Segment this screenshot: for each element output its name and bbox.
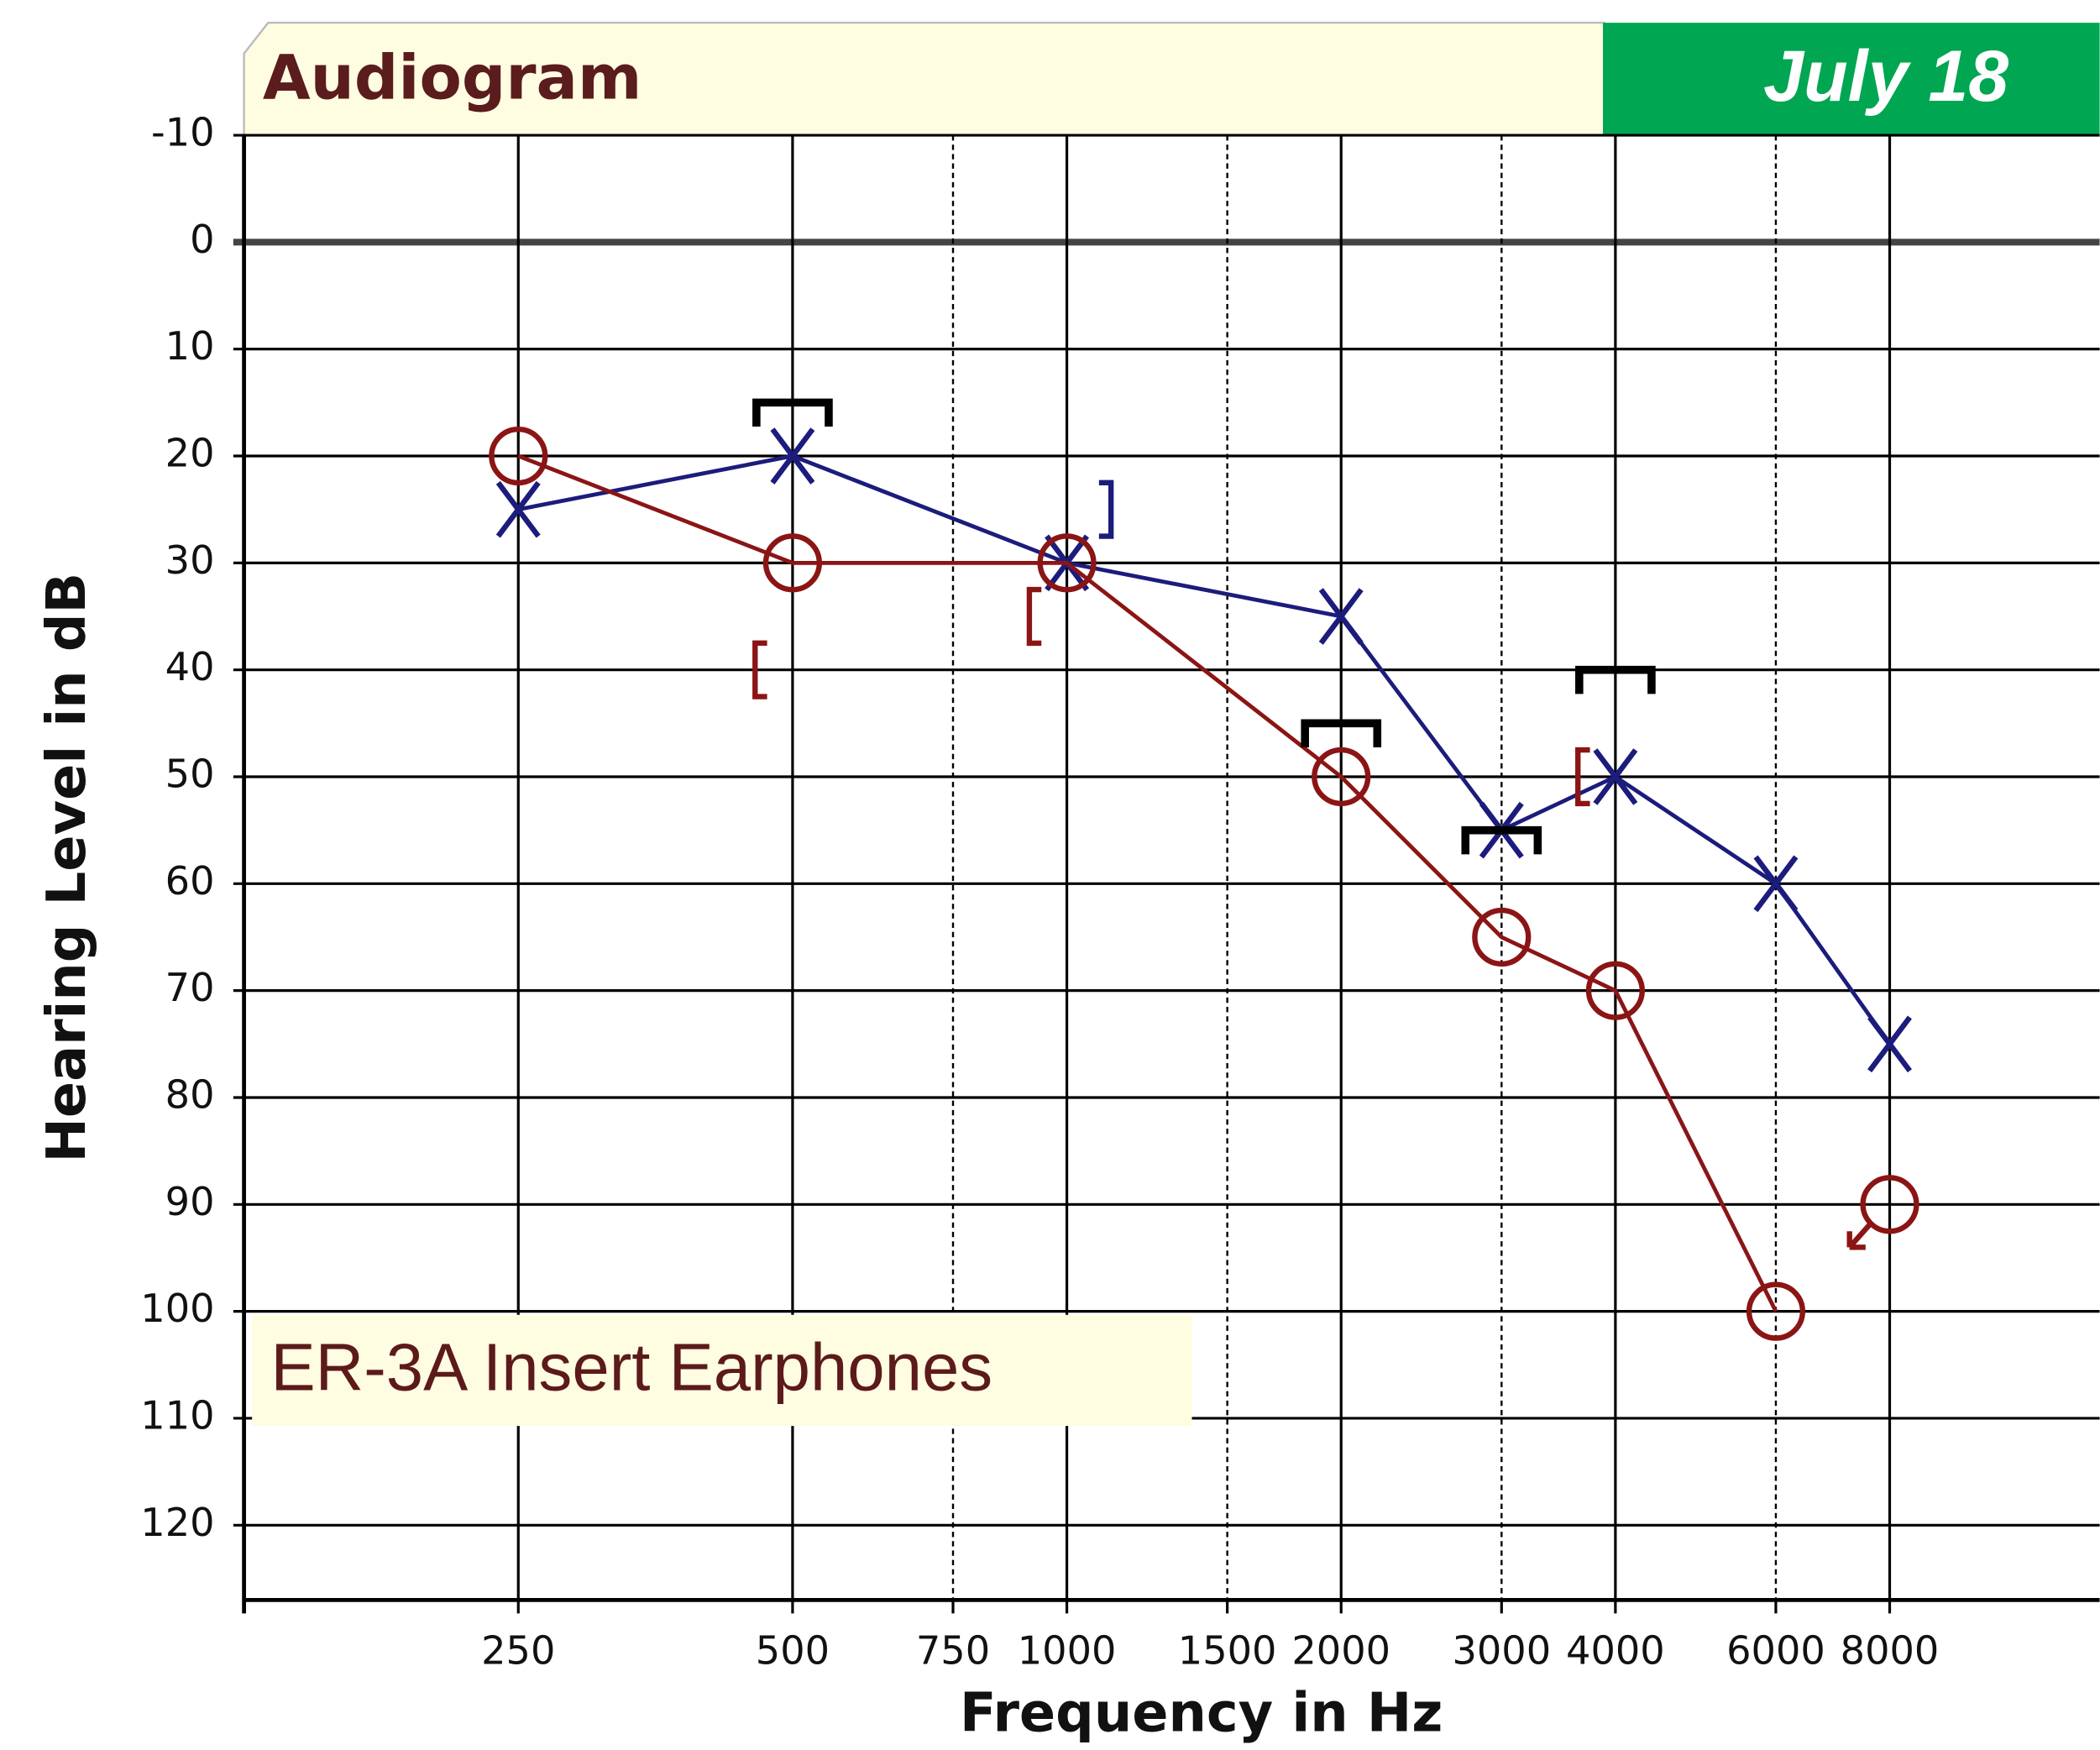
data-point <box>1867 1015 1912 1073</box>
marks <box>489 398 1919 1341</box>
x-symbol <box>1753 855 1799 913</box>
data-point <box>1575 747 1590 807</box>
x-symbol <box>1318 588 1364 645</box>
y-tick-label: 110 <box>140 1392 214 1438</box>
x-symbol <box>1593 748 1638 805</box>
bracket-symbol <box>1026 586 1042 647</box>
bracket-symbol <box>1575 747 1590 807</box>
data-point <box>1575 665 1656 694</box>
x-tick-label: 250 <box>481 1628 555 1674</box>
masked-symbol <box>1461 825 1542 855</box>
data-point <box>770 427 815 485</box>
y-tick-label: 0 <box>190 217 214 262</box>
masked-symbol <box>752 398 833 427</box>
y-tick-label: 60 <box>165 858 215 904</box>
o-symbol <box>1312 747 1371 807</box>
series-line <box>517 453 1892 1045</box>
date-label: July 18 <box>1763 36 2008 117</box>
y-tick-label: 50 <box>165 752 215 797</box>
annotation: ER-3A Insert Earphones <box>271 1329 993 1404</box>
data-point <box>1593 748 1638 805</box>
data-point <box>1753 855 1799 913</box>
y-tick-label: -10 <box>151 110 215 155</box>
data-point <box>1312 747 1371 807</box>
data-point <box>1037 533 1097 593</box>
annotation-box <box>252 1314 1192 1427</box>
data-point <box>1461 825 1542 855</box>
data-point <box>762 533 822 593</box>
bracket-symbol <box>1098 479 1114 539</box>
x-tick-label: 500 <box>756 1628 830 1674</box>
bracket-symbol <box>752 640 767 699</box>
data-point <box>1026 586 1042 647</box>
x-tick-label: 8000 <box>1841 1628 1940 1674</box>
grid: -10 0 10 20 30 40 50 60 70 80 90 100 110 120 250 500 100… <box>140 110 2100 1674</box>
o-symbol <box>1037 533 1097 593</box>
x-tick-label: 1500 <box>1178 1628 1277 1674</box>
y-tick-label: 40 <box>165 644 215 689</box>
masked-symbol <box>1301 719 1382 748</box>
o-symbol <box>1860 1175 1919 1234</box>
data-point <box>495 480 541 538</box>
data-point <box>489 426 548 486</box>
y-tick-label: 80 <box>165 1071 215 1117</box>
o-symbol <box>1585 961 1645 1020</box>
data-point <box>1472 907 1532 967</box>
o-symbol <box>1746 1281 1806 1341</box>
y-axis-label: Hearing Level in dB <box>36 573 98 1163</box>
data-point <box>1098 479 1114 539</box>
y-tick-label: 100 <box>140 1286 214 1331</box>
data-point <box>1746 1281 1806 1341</box>
x-symbol <box>1867 1015 1912 1073</box>
no-response-arrow <box>1846 1221 1873 1250</box>
data-point <box>1301 719 1382 748</box>
o-symbol <box>489 426 548 486</box>
o-symbol <box>762 533 822 593</box>
data-point <box>1846 1175 1919 1250</box>
y-tick-label: 90 <box>165 1179 215 1224</box>
x-tick-label: 6000 <box>1726 1628 1825 1674</box>
x-tick-label: 2000 <box>1291 1628 1390 1674</box>
data-point <box>1318 588 1364 645</box>
chart-title: Audiogram <box>263 42 642 113</box>
series-line <box>517 453 1778 1312</box>
x-symbol <box>770 427 815 485</box>
x-tick-label: 3000 <box>1452 1628 1551 1674</box>
x-tick-label: 1000 <box>1018 1628 1117 1674</box>
y-tick-label: 10 <box>165 323 215 369</box>
y-tick-label: 120 <box>140 1500 214 1545</box>
x-axis-label: Frequency in Hz <box>960 1683 1443 1745</box>
data-point <box>1585 961 1645 1020</box>
data-point <box>752 640 767 699</box>
y-tick-label: 70 <box>165 965 215 1010</box>
date-box <box>1603 23 2100 136</box>
x-tick-label: 750 <box>916 1628 990 1674</box>
o-symbol <box>1472 907 1532 967</box>
data-point <box>752 398 833 427</box>
y-tick-label: 20 <box>165 431 215 476</box>
y-tick-label: 30 <box>165 537 215 583</box>
x-tick-label: 4000 <box>1566 1628 1665 1674</box>
masked-symbol <box>1575 665 1656 694</box>
x-symbol <box>495 480 541 538</box>
